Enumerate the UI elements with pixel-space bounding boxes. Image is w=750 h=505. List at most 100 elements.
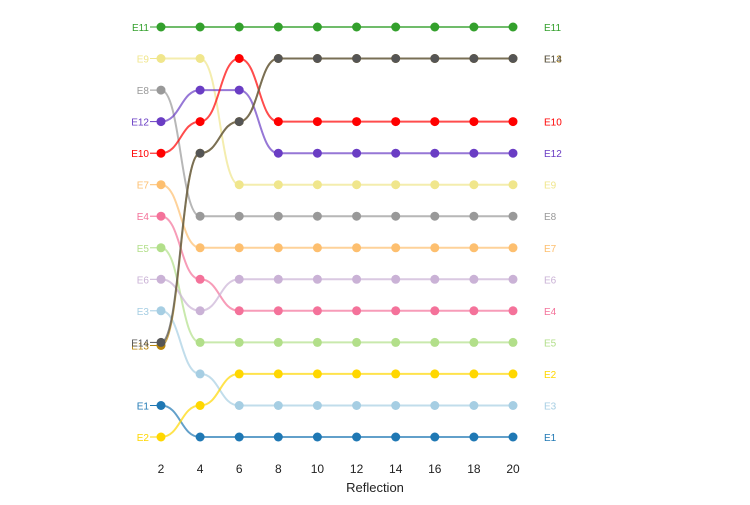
point-e7-x4 [195, 243, 205, 253]
point-e12-x6 [234, 85, 244, 95]
point-e14-x6 [234, 117, 244, 127]
point-e11-x8 [273, 22, 283, 32]
point-e1-x6 [234, 432, 244, 442]
series-label-left-e6: E6 [137, 275, 150, 286]
point-e8-x20 [508, 211, 518, 221]
x-tick-label-4: 4 [197, 462, 204, 476]
point-e1-x20 [508, 432, 518, 442]
point-e6-x2 [156, 274, 166, 284]
series-label-right-e4: E4 [544, 307, 557, 318]
point-e3-x20 [508, 401, 518, 410]
point-e7-x2 [156, 180, 166, 190]
point-e10-x20 [508, 117, 518, 127]
point-e2-x10 [312, 369, 322, 379]
point-e12-x12 [352, 148, 362, 158]
series-label-left-e13: E13 [131, 342, 149, 353]
series-label-left-e11: E11 [132, 23, 149, 34]
point-e2-x8 [273, 369, 283, 379]
point-e9-x18 [469, 180, 479, 190]
point-e11-x4 [195, 22, 205, 32]
point-e7-x18 [469, 243, 479, 253]
series-label-left-e9: E9 [137, 55, 150, 66]
point-e3-x16 [430, 401, 440, 410]
point-e2-x2 [156, 432, 166, 442]
point-e4-x8 [273, 306, 283, 316]
point-e5-x10 [312, 337, 322, 347]
point-e7-x10 [312, 243, 322, 253]
point-e8-x8 [273, 211, 283, 221]
point-e10-x8 [273, 117, 283, 127]
point-e14-x16 [430, 54, 440, 63]
series-label-right-e2: E2 [544, 370, 557, 381]
point-e4-x2 [156, 211, 166, 221]
point-e5-x16 [430, 337, 440, 347]
point-e11-x20 [508, 22, 518, 32]
point-e6-x20 [508, 274, 518, 284]
series-label-left-e10: E10 [131, 149, 149, 160]
series-label-right-e6: E6 [544, 275, 557, 286]
point-e10-x16 [430, 117, 440, 127]
x-tick-label-12: 12 [350, 462, 364, 476]
x-tick-label-2: 2 [158, 462, 165, 476]
series-line-e7 [160, 183, 513, 249]
point-e2-x6 [234, 369, 244, 379]
point-e2-x14 [391, 369, 401, 379]
point-e5-x8 [273, 337, 283, 347]
point-e3-x18 [469, 401, 479, 410]
point-e7-x8 [273, 243, 283, 253]
point-e7-x20 [508, 243, 518, 253]
point-e5-x6 [234, 337, 244, 347]
point-e11-x10 [312, 22, 322, 32]
point-e7-x6 [234, 243, 244, 253]
point-e2-x16 [430, 369, 440, 379]
point-e9-x8 [273, 180, 283, 190]
series-label-right-e5: E5 [544, 338, 557, 349]
point-e8-x18 [469, 211, 479, 221]
point-e10-x18 [469, 117, 479, 127]
point-e8-x10 [312, 211, 322, 221]
point-e12-x20 [508, 148, 518, 158]
point-e4-x4 [195, 274, 205, 284]
point-e9-x12 [352, 180, 362, 190]
x-tick-label-8: 8 [275, 462, 282, 476]
point-e14-x14 [391, 54, 401, 63]
series-label-left-e3: E3 [137, 307, 150, 318]
series-label-left-e4: E4 [137, 212, 150, 223]
point-e11-x14 [391, 22, 401, 32]
point-e14-x20 [508, 54, 518, 63]
point-e6-x16 [430, 274, 440, 284]
point-e4-x14 [391, 306, 401, 316]
point-e8-x12 [352, 211, 362, 221]
series-label-left-e7: E7 [137, 181, 150, 192]
point-e6-x18 [469, 274, 479, 284]
point-e3-x8 [273, 401, 283, 410]
point-e3-x2 [156, 306, 166, 316]
point-e4-x6 [234, 306, 244, 316]
point-e12-x14 [391, 148, 401, 158]
point-e11-x2 [156, 22, 166, 32]
point-e3-x12 [352, 401, 362, 410]
point-e8-x16 [430, 211, 440, 221]
point-e7-x16 [430, 243, 440, 253]
series-line-e6 [160, 278, 513, 312]
series-label-right-e3: E3 [544, 402, 557, 413]
point-e4-x12 [352, 306, 362, 316]
point-e3-x4 [195, 369, 205, 379]
series-label-left-e8: E8 [137, 86, 150, 97]
series-label-right-e8: E8 [544, 212, 557, 223]
series-label-right-e1: E1 [544, 433, 557, 444]
point-e12-x10 [312, 148, 322, 158]
series-line-e5 [160, 246, 513, 344]
point-e8-x14 [391, 211, 401, 221]
point-e10-x14 [391, 117, 401, 127]
x-axis: 2 4 6 8 10 12 14 16 18 20 [158, 462, 520, 476]
point-e5-x20 [508, 337, 518, 347]
point-e6-x4 [195, 306, 205, 316]
point-e12-x16 [430, 148, 440, 158]
point-e8-x2 [156, 85, 166, 95]
series-label-left-e2: E2 [137, 433, 150, 444]
point-e7-x12 [352, 243, 362, 253]
point-e12-x4 [195, 85, 205, 95]
